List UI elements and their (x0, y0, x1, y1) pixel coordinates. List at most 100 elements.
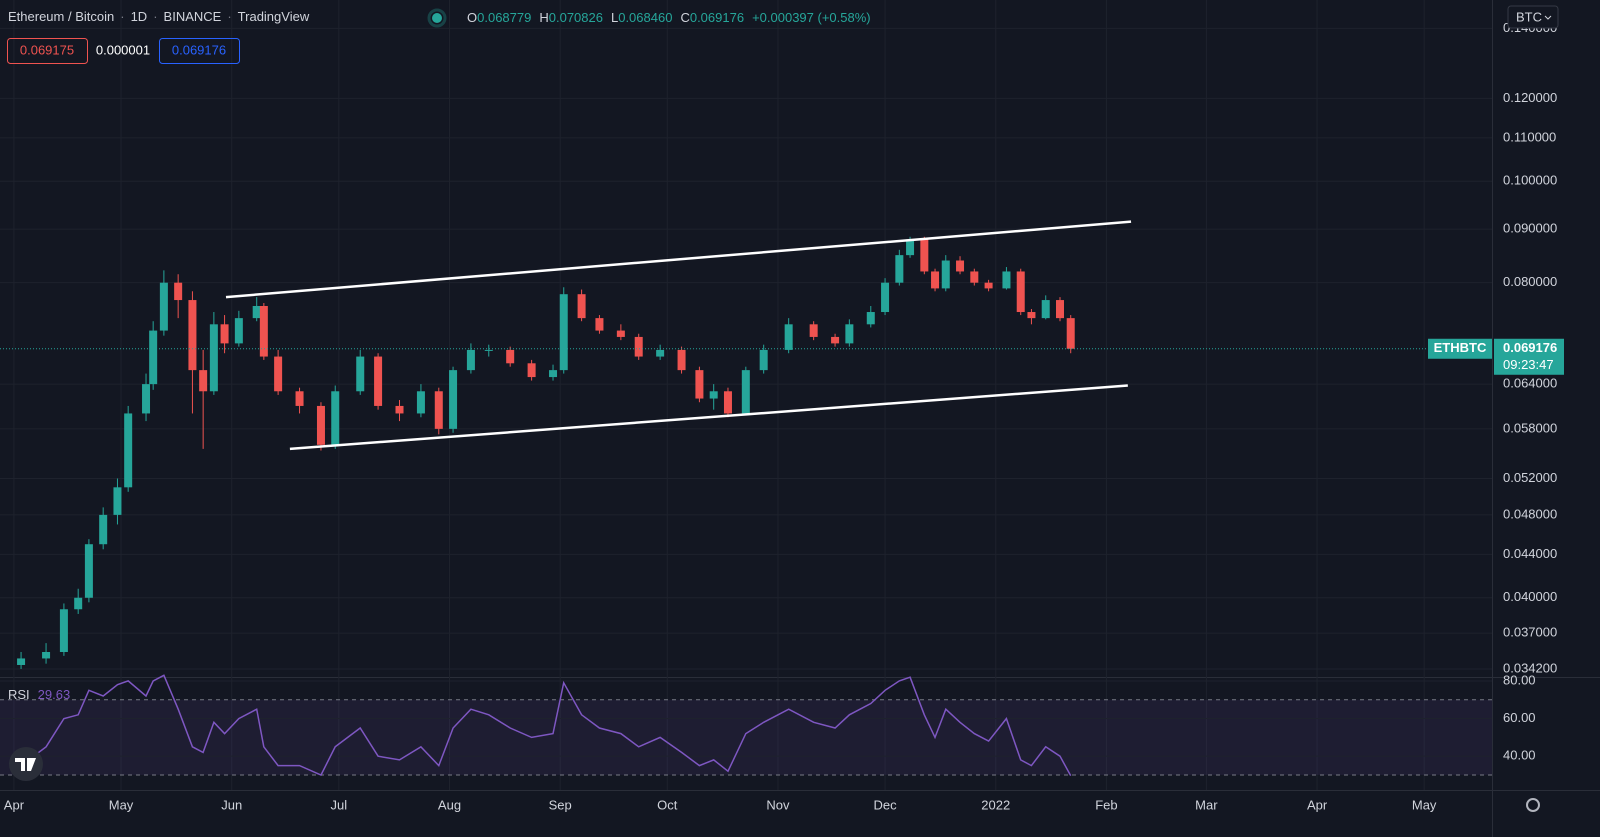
spread: 0.000001 (96, 42, 150, 57)
ohlc-value: 0.068460 (618, 10, 672, 25)
rsi-tick-label: 80.00 (1503, 672, 1536, 687)
y-tick-label: 0.052000 (1503, 470, 1557, 485)
logo[interactable] (9, 747, 43, 781)
logo-mark (15, 758, 36, 771)
rsi-band (0, 699, 1492, 775)
ohlc-value: 0.070826 (549, 10, 603, 25)
ohlc-key: H (539, 10, 548, 25)
candle-body (941, 260, 950, 289)
x-tick-label: Aug (438, 797, 461, 812)
candle-body (895, 255, 904, 283)
x-tick-label: 2022 (981, 797, 1010, 812)
separator: · (227, 9, 231, 24)
ohlc-key: L (611, 10, 618, 25)
candle-body (159, 282, 168, 331)
candle-body (395, 405, 404, 414)
candle-body (784, 324, 793, 350)
candle-body (188, 300, 197, 371)
rsi-tick-label: 40.00 (1503, 748, 1536, 763)
x-tick-label: Jul (331, 797, 348, 812)
candle-body (677, 349, 686, 371)
y-tick-label: 0.048000 (1503, 506, 1557, 521)
candle-body (1041, 300, 1050, 319)
candle-body (970, 271, 979, 283)
candle-body (252, 306, 261, 319)
sell-price[interactable]: 0.069175 (20, 42, 74, 57)
settings-icon[interactable] (1526, 798, 1540, 812)
candle-body (416, 391, 425, 414)
x-tick-label: Nov (766, 797, 790, 812)
header-title: Ethereum / Bitcoin (8, 9, 114, 24)
candle-body (1066, 318, 1075, 349)
buy-price[interactable]: 0.069176 (172, 42, 226, 57)
candle-body (149, 330, 158, 385)
candle-body (845, 324, 854, 344)
candle-body (42, 651, 51, 659)
candle-body (831, 336, 840, 344)
candle-body (809, 324, 818, 337)
candle-body (1002, 271, 1011, 289)
header-source: TradingView (238, 9, 310, 24)
candle-body (1016, 271, 1025, 313)
y-tick-label: 0.100000 (1503, 173, 1557, 188)
rsi-line (20, 674, 1072, 777)
logo-badge[interactable] (9, 747, 43, 781)
candle-body (74, 597, 83, 610)
candle-body (527, 363, 536, 378)
x-tick-label: Apr (4, 797, 25, 812)
gear[interactable] (1526, 798, 1540, 812)
candle-body (84, 544, 93, 598)
candle-body (142, 384, 151, 414)
candle-body (209, 324, 218, 392)
currency-button[interactable] (1507, 5, 1559, 29)
grid (0, 0, 1492, 790)
countdown-text: 09:23:47 (1503, 357, 1554, 372)
ohlc: O0.068779 H0.070826 L0.068460 C0.069176 +0.0… (467, 10, 871, 25)
currency-label[interactable]: BTC (1516, 9, 1542, 24)
candle-body (174, 282, 183, 301)
x-tick-label: Mar (1195, 797, 1218, 812)
rsi-tick-label: 60.00 (1503, 710, 1536, 725)
rsi-label: RSI 29.63 (8, 687, 70, 702)
candle-body (984, 282, 993, 289)
rsi-value: 29.63 (38, 687, 71, 702)
candle-body (295, 391, 304, 406)
candle-body (99, 514, 108, 545)
y-tick-label: 0.037000 (1503, 625, 1557, 640)
price-tag-text: 0.069176 (1503, 340, 1557, 355)
candle-body (356, 356, 365, 392)
currency-caret (1544, 15, 1552, 20)
candle-body (449, 370, 458, 429)
rsi-name: RSI (8, 687, 30, 702)
candle-body (549, 370, 558, 378)
separator: · (120, 9, 124, 24)
candle-body (709, 391, 718, 399)
candle-body (931, 271, 940, 289)
x-tick-label: Apr (1307, 797, 1328, 812)
candle-body (956, 260, 965, 272)
separator: · (153, 9, 157, 24)
candle-body (484, 349, 493, 351)
x-tick-label: Dec (873, 797, 897, 812)
rsi-pane (0, 674, 1492, 777)
candle-body (695, 370, 704, 399)
y-tick-label: 0.064000 (1503, 376, 1557, 391)
candle-body (1027, 312, 1036, 319)
ui: Apr May Jun Jul Aug Sep Oct Nov Dec 2022 Feb Mar Apr… (4, 5, 1564, 812)
candle-body (234, 318, 243, 344)
candle-body (316, 405, 325, 445)
x-tick-label: Oct (657, 797, 678, 812)
sell-box[interactable] (7, 38, 88, 64)
y-tick-label: 0.120000 (1503, 90, 1557, 105)
buy-box[interactable] (159, 38, 240, 64)
status-dot (432, 13, 442, 23)
candle-body (199, 370, 208, 392)
header-exchange: BINANCE (164, 9, 222, 24)
y-tick-label: 0.110000 (1503, 129, 1556, 144)
candle-body (595, 318, 604, 331)
candle-body (434, 391, 443, 429)
x-tick-label: May (109, 797, 134, 812)
y-tick-label: 0.040000 (1503, 589, 1557, 604)
